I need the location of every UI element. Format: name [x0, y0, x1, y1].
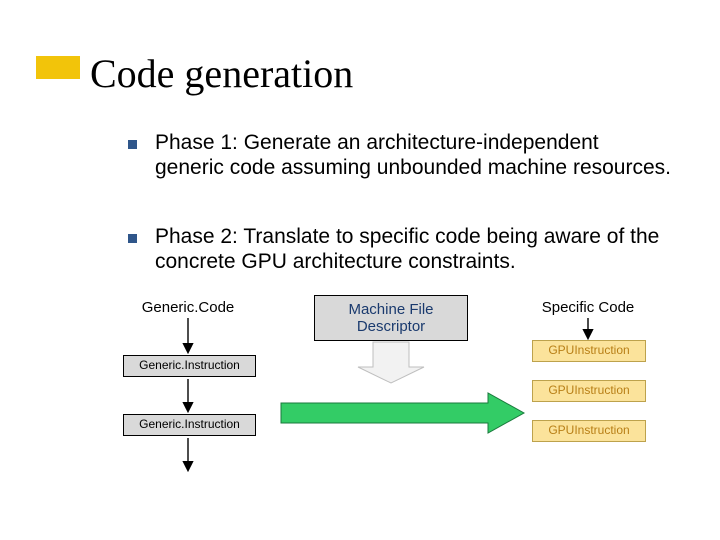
machine-file-descriptor-node: Machine File Descriptor — [314, 295, 468, 341]
gpu-instruction-node: GPUInstruction — [532, 340, 646, 362]
gpu-instruction-node: GPUInstruction — [532, 420, 646, 442]
generic-instruction-node: Generic.Instruction — [123, 414, 256, 436]
bullet-text: Phase 2: Translate to specific code bein… — [155, 225, 673, 275]
specific-code-label: Specific Code — [518, 299, 658, 316]
gpu-instruction-node: GPUInstruction — [532, 380, 646, 402]
title-accent-block — [36, 56, 80, 79]
generic-instruction-node: Generic.Instruction — [123, 355, 256, 377]
bullet-item: Phase 2: Translate to specific code bein… — [128, 225, 673, 275]
bullet-marker — [128, 140, 137, 149]
generic-code-label: Generic.Code — [118, 299, 258, 316]
slide-title: Code generation — [90, 50, 353, 97]
mfd-down-arrow — [358, 342, 424, 383]
bullet-item: Phase 1: Generate an architecture-indepe… — [128, 131, 673, 181]
translate-right-arrow — [281, 393, 524, 433]
bullet-text: Phase 1: Generate an architecture-indepe… — [155, 131, 673, 181]
bullet-marker — [128, 234, 137, 243]
